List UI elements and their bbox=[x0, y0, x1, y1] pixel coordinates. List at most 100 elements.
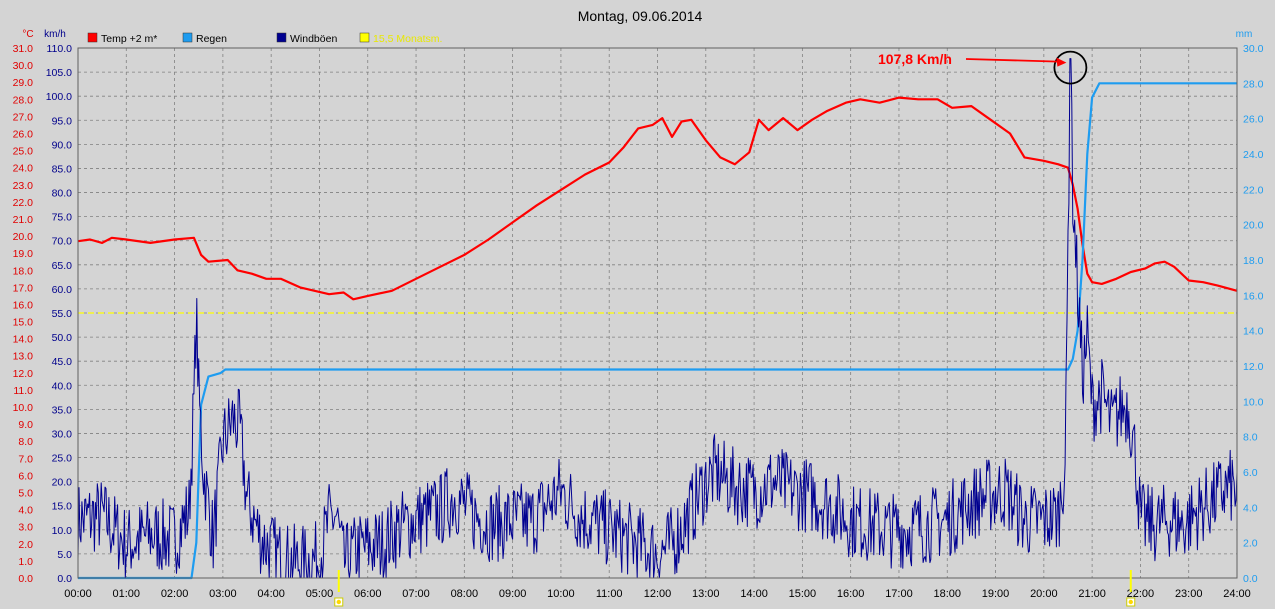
wind-tick-label: 100.0 bbox=[46, 91, 72, 103]
x-tick-label: 14:00 bbox=[740, 588, 768, 600]
plot-frame bbox=[77, 47, 1238, 579]
wind-tick-label: 70.0 bbox=[52, 236, 73, 248]
wind-tick-label: 5.0 bbox=[57, 549, 72, 561]
temp-tick-label: 10.0 bbox=[13, 402, 34, 414]
x-tick-label: 21:00 bbox=[1078, 588, 1106, 600]
temp-tick-label: 23.0 bbox=[13, 180, 34, 192]
temp-tick-label: 29.0 bbox=[13, 77, 34, 89]
wind-tick-label: 110.0 bbox=[47, 43, 73, 55]
rain-tick-label: 14.0 bbox=[1243, 326, 1264, 338]
legend-label: Temp +2 m* bbox=[101, 33, 157, 45]
rain-tick-label: 4.0 bbox=[1243, 502, 1258, 514]
wind-tick-label: 45.0 bbox=[52, 356, 73, 368]
x-tick-label: 03:00 bbox=[209, 588, 237, 600]
temp-tick-label: 28.0 bbox=[13, 94, 34, 106]
temp-tick-label: 19.0 bbox=[13, 248, 34, 260]
x-tick-label: 04:00 bbox=[257, 588, 285, 600]
temp-tick-label: 20.0 bbox=[13, 231, 34, 243]
legend-label: Regen bbox=[196, 33, 227, 45]
temp-tick-label: 24.0 bbox=[13, 163, 34, 175]
temp-tick-label: 12.0 bbox=[13, 368, 34, 380]
temp-tick-label: 17.0 bbox=[13, 282, 34, 294]
rain-tick-label: 18.0 bbox=[1243, 255, 1264, 267]
legend-label: Windböen bbox=[290, 33, 337, 45]
x-tick-label: 15:00 bbox=[789, 588, 817, 600]
peak-circle bbox=[1053, 50, 1088, 85]
peak-annotation-label: 107,8 Km/h bbox=[878, 51, 952, 67]
rain-tick-label: 2.0 bbox=[1243, 538, 1258, 550]
legend-swatch bbox=[276, 32, 287, 43]
x-tick-label: 23:00 bbox=[1175, 588, 1203, 600]
wind-tick-label: 65.0 bbox=[52, 260, 73, 272]
temp-unit-label: °C bbox=[22, 29, 33, 40]
wind-tick-label: 60.0 bbox=[52, 284, 73, 296]
rain-tick-label: 12.0 bbox=[1243, 361, 1264, 373]
x-tick-label: 10:00 bbox=[547, 588, 575, 600]
wind-tick-label: 30.0 bbox=[52, 428, 73, 440]
rain-tick-label: 28.0 bbox=[1243, 78, 1264, 90]
rain-tick-label: 10.0 bbox=[1243, 396, 1264, 408]
wind-tick-label: 80.0 bbox=[52, 188, 73, 200]
tick-labels: 00:00 01:00 02:00 03:00 04:00 05:00 06:00 07:00… bbox=[13, 43, 1264, 600]
temp-tick-label: 27.0 bbox=[13, 111, 34, 123]
wind-tick-label: 90.0 bbox=[52, 139, 73, 151]
temp-tick-label: 25.0 bbox=[13, 146, 34, 158]
annotations: 107,8 Km/h bbox=[878, 50, 1088, 85]
legend-swatch bbox=[359, 32, 370, 43]
temp-tick-label: 31.0 bbox=[13, 43, 34, 55]
wind-tick-label: 25.0 bbox=[52, 453, 73, 465]
x-tick-label: 13:00 bbox=[692, 588, 720, 600]
temp-tick-label: 22.0 bbox=[13, 197, 34, 209]
x-tick-label: 05:00 bbox=[306, 588, 334, 600]
temp-tick-label: 4.0 bbox=[18, 505, 33, 517]
sun-icon bbox=[336, 599, 341, 605]
rain-tick-label: 30.0 bbox=[1243, 43, 1264, 55]
rain-tick-label: 20.0 bbox=[1243, 220, 1264, 232]
x-tick-label: 17:00 bbox=[885, 588, 913, 600]
rain-tick-label: 22.0 bbox=[1243, 184, 1264, 196]
x-tick-label: 18:00 bbox=[933, 588, 961, 600]
rain-tick-label: 6.0 bbox=[1243, 467, 1258, 479]
temp-tick-label: 6.0 bbox=[18, 470, 33, 482]
temp-tick-label: 15.0 bbox=[13, 317, 34, 329]
x-tick-label: 11:00 bbox=[596, 588, 623, 600]
wind-tick-label: 105.0 bbox=[46, 67, 72, 79]
temp-tick-label: 8.0 bbox=[18, 436, 33, 448]
wind-tick-label: 10.0 bbox=[52, 525, 73, 537]
rain-tick-label: 26.0 bbox=[1243, 114, 1264, 126]
wind-tick-label: 50.0 bbox=[52, 332, 73, 344]
wind-tick-label: 20.0 bbox=[52, 477, 73, 489]
wind-tick-label: 0.0 bbox=[57, 573, 72, 585]
x-tick-label: 08:00 bbox=[451, 588, 479, 600]
chart-title: Montag, 09.06.2014 bbox=[578, 8, 703, 24]
wind-tick-label: 35.0 bbox=[52, 404, 73, 416]
x-tick-label: 24:00 bbox=[1223, 588, 1251, 600]
rain-unit-label: mm bbox=[1236, 29, 1253, 40]
x-tick-label: 02:00 bbox=[161, 588, 189, 600]
x-tick-label: 22:00 bbox=[1127, 588, 1155, 600]
wind-tick-label: 40.0 bbox=[52, 380, 73, 392]
temp-tick-label: 1.0 bbox=[18, 556, 33, 568]
temp-tick-label: 9.0 bbox=[18, 419, 33, 431]
x-tick-label: 06:00 bbox=[354, 588, 382, 600]
wind-tick-label: 75.0 bbox=[52, 212, 73, 224]
series-layer bbox=[77, 58, 1238, 580]
x-tick-label: 00:00 bbox=[64, 588, 92, 600]
temp-tick-label: 18.0 bbox=[13, 265, 34, 277]
series-line-wind bbox=[77, 58, 1238, 579]
legend-swatch bbox=[87, 32, 98, 43]
legend-label: 15,5 Monatsm. bbox=[373, 33, 442, 45]
wind-tick-label: 55.0 bbox=[52, 308, 73, 320]
temp-tick-label: 5.0 bbox=[18, 488, 33, 500]
wind-tick-label: 95.0 bbox=[52, 115, 73, 127]
temp-tick-label: 3.0 bbox=[18, 522, 33, 534]
wind-unit-label: km/h bbox=[44, 29, 66, 40]
x-tick-label: 07:00 bbox=[402, 588, 430, 600]
temp-tick-label: 0.0 bbox=[18, 573, 33, 585]
temp-tick-label: 7.0 bbox=[18, 453, 33, 465]
temp-tick-label: 30.0 bbox=[13, 60, 34, 72]
x-tick-label: 01:00 bbox=[113, 588, 141, 600]
temp-tick-label: 26.0 bbox=[13, 128, 34, 140]
temp-tick-label: 21.0 bbox=[13, 214, 34, 226]
wind-tick-label: 15.0 bbox=[52, 501, 73, 513]
